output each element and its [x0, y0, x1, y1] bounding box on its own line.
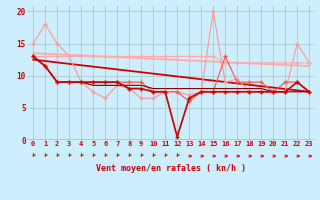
X-axis label: Vent moyen/en rafales ( kn/h ): Vent moyen/en rafales ( kn/h ): [96, 164, 246, 173]
